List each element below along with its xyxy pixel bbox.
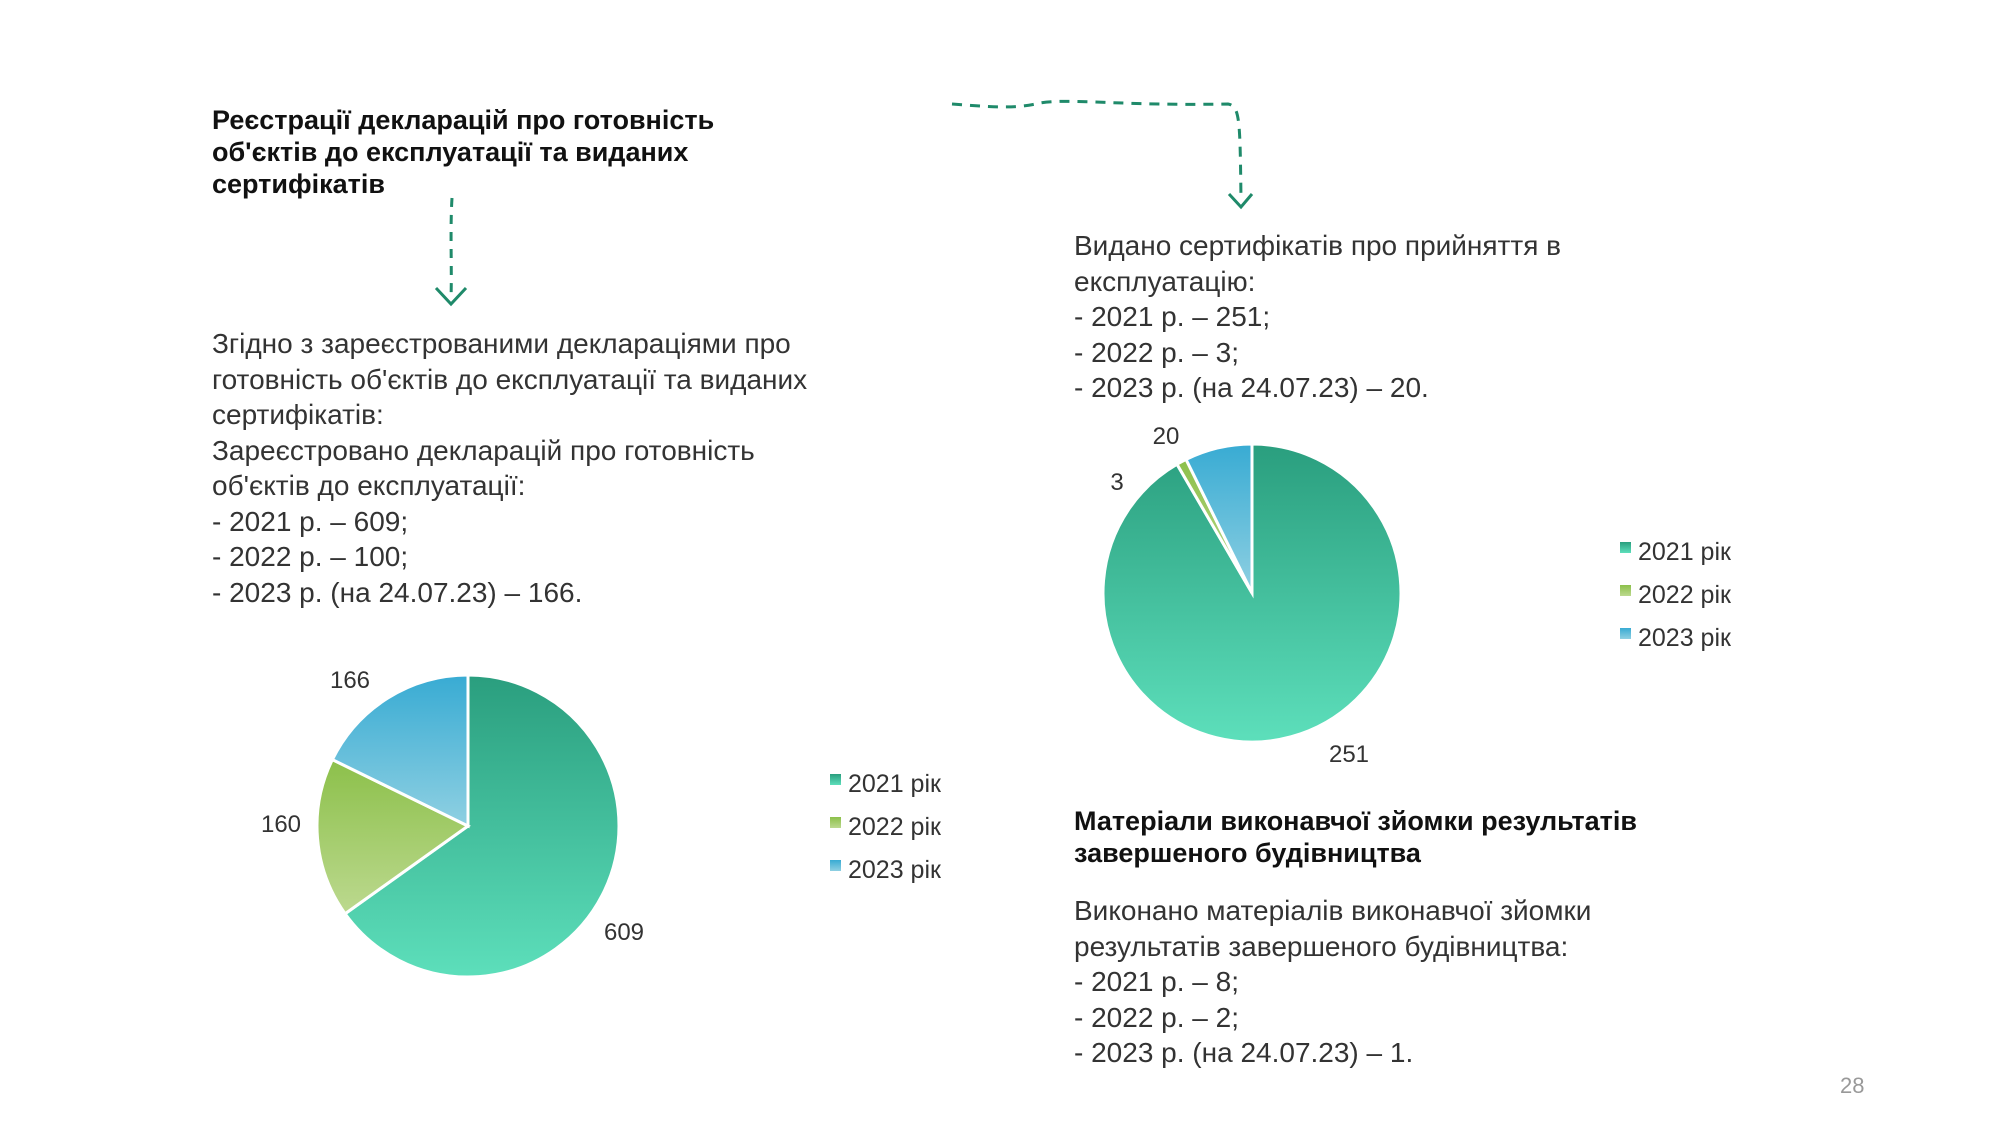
data-label: 3 (1110, 469, 1123, 496)
right-body-text: Видано сертифікатів про прийняття в експ… (1074, 228, 1561, 406)
list-item: - 2021 р. – 251; (1074, 301, 1271, 332)
left-section-title: Реєстрації декларацій про готовність об'… (212, 104, 714, 200)
dashed-arrow-left (449, 197, 454, 299)
data-label: 160 (261, 811, 301, 838)
legend-label: 2021 рік (1638, 538, 1732, 566)
legend-label: 2023 рік (848, 856, 942, 884)
data-label: 251 (1329, 741, 1369, 768)
list-item: - 2021 р. – 609; (212, 505, 409, 537)
pie-chart-declarations: 609 160 166 2021 рік 2022 рік 2023 рік (261, 667, 942, 979)
title-line: завершеного будівництва (1074, 838, 1421, 868)
legend-label: 2022 рік (848, 813, 942, 841)
text-line: об'єктів до експлуатації: (212, 470, 526, 501)
list-item: - 2022 р. – 100; (212, 541, 409, 572)
legend-swatch-y2023 (1620, 628, 1631, 639)
title-line: Реєстрації декларацій про готовність (212, 105, 715, 135)
legend-swatch-y2022 (830, 817, 841, 828)
list-item: - 2022 р. – 2; (1074, 1001, 1240, 1033)
bottom-body-text: Виконано матеріалів виконавчої зйомки ре… (1074, 893, 1591, 1071)
pie-slice-y2023 (330, 673, 470, 829)
list-item: - 2022 р. – 3; (1074, 336, 1240, 368)
pie-slice-y2023 (1184, 442, 1254, 594)
left-body-text: Згідно з зареєстрованими деклараціями пр… (212, 326, 807, 610)
bottom-section-title: Матеріали виконавчої зйомки результатів … (1074, 805, 1637, 869)
text-line: Виконано матеріалів виконавчої зйомки (1074, 895, 1592, 926)
arrow-head-right-icon (1227, 192, 1254, 210)
title-line: Матеріали виконавчої зйомки результатів (1074, 806, 1637, 836)
text-line: експлуатацію: (1074, 265, 1256, 297)
text-line: сертифікатів: (212, 399, 384, 430)
data-label: 20 (1153, 423, 1180, 450)
text-line: Згідно з зареєстрованими деклараціями пр… (212, 328, 791, 359)
arrow-head-left-icon (434, 286, 468, 307)
list-item: - 2023 р. (на 24.07.23) – 1. (1074, 1037, 1414, 1068)
legend-swatch-y2023 (830, 860, 841, 871)
pie-chart-certificates: 251 3 20 2021 рік 2022 рік 2023 рік (1101, 423, 1732, 768)
legend-swatch-y2021 (830, 774, 841, 785)
data-label: 609 (604, 919, 644, 946)
legend-swatch-y2021 (1620, 542, 1631, 553)
text-line: Зареєстровано декларацій про готовність (212, 434, 755, 466)
dashed-arrow-right (951, 99, 1243, 201)
page-number: 28 (1840, 1073, 1865, 1098)
list-item: - 2023 р. (на 24.07.23) – 166. (212, 576, 583, 608)
legend-label: 2021 рік (848, 770, 942, 798)
list-item: - 2023 р. (на 24.07.23) – 20. (1074, 372, 1429, 403)
legend-label: 2023 рік (1638, 624, 1732, 652)
pie-slice-y2021 (343, 673, 621, 979)
legend-swatch-y2022 (1620, 585, 1631, 596)
title-line: сертифікатів (212, 169, 385, 199)
list-item: - 2021 р. – 8; (1074, 966, 1240, 997)
text-line: результатів завершеного будівництва: (1074, 930, 1569, 962)
title-line: об'єктів до експлуатації та виданих (212, 137, 689, 167)
pie-slice-y2022 (315, 757, 471, 916)
data-label: 166 (330, 667, 370, 694)
text-line: готовність об'єктів до експлуатації та в… (212, 363, 808, 395)
text-line: Видано сертифікатів про прийняття в (1074, 230, 1562, 261)
legend-label: 2022 рік (1638, 581, 1732, 609)
